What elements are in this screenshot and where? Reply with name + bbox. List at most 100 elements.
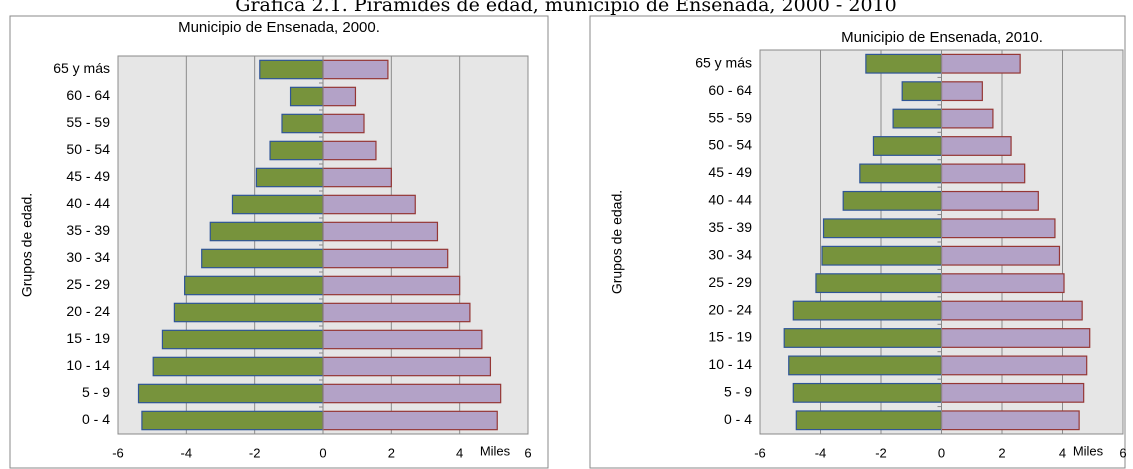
- bar: [940, 190, 1039, 211]
- bar: [322, 356, 492, 377]
- y-tick-label: 40 - 44: [708, 192, 752, 208]
- y-tick-label: 20 - 24: [708, 301, 752, 317]
- y-tick-label: 5 - 9: [82, 384, 110, 400]
- x-tick-label: -2: [875, 445, 887, 460]
- y-tick-label: 60 - 64: [66, 87, 110, 103]
- y-axis-label: Grupos de edad.: [609, 190, 625, 294]
- bar: [322, 383, 502, 404]
- y-tick-label: 60 - 64: [708, 82, 752, 98]
- bar: [184, 275, 324, 296]
- y-tick-label: 65 y más: [53, 60, 110, 76]
- bar: [792, 300, 943, 321]
- bar: [940, 218, 1056, 239]
- chart-title: Municipio de Ensenada, 2000.: [178, 19, 380, 36]
- bar: [821, 245, 943, 266]
- bar: [788, 355, 943, 376]
- y-tick-label: 10 - 14: [66, 357, 110, 373]
- y-tick-label: 30 - 34: [708, 246, 752, 262]
- bar: [152, 356, 324, 377]
- y-tick-label: 45 - 49: [708, 164, 752, 180]
- bar: [940, 382, 1085, 403]
- bar: [173, 302, 324, 323]
- bar: [161, 329, 324, 350]
- bar: [892, 108, 943, 129]
- bar: [322, 275, 461, 296]
- y-tick-label: 15 - 19: [708, 329, 752, 345]
- y-tick-label: 65 y más: [695, 54, 752, 70]
- bar: [815, 273, 943, 294]
- y-tick-label: 10 - 14: [708, 356, 752, 372]
- bar: [940, 245, 1061, 266]
- bar: [901, 81, 943, 102]
- bar: [859, 163, 943, 184]
- y-tick-label: 0 - 4: [82, 411, 110, 427]
- y-tick-label: 55 - 59: [66, 114, 110, 130]
- bar: [940, 300, 1083, 321]
- bar: [322, 167, 392, 188]
- bar: [940, 273, 1065, 294]
- x-tick-label: -4: [181, 445, 193, 460]
- x-tick-label: 4: [456, 445, 463, 460]
- bar: [795, 410, 943, 431]
- y-tick-label: 35 - 39: [708, 219, 752, 235]
- bar: [255, 167, 324, 188]
- bar: [231, 194, 324, 215]
- x-tick-label: -2: [249, 445, 261, 460]
- y-tick-label: 40 - 44: [66, 195, 110, 211]
- bar: [322, 86, 357, 107]
- x-tick-label: -4: [815, 445, 827, 460]
- y-tick-label: 25 - 29: [66, 276, 110, 292]
- bar: [940, 81, 983, 102]
- y-tick-label: 0 - 4: [724, 411, 752, 427]
- y-axis-label: Grupos de edad.: [19, 193, 35, 297]
- bar: [792, 382, 943, 403]
- bar: [940, 328, 1091, 348]
- y-tick-label: 20 - 24: [66, 303, 110, 319]
- bar: [865, 53, 943, 74]
- bar: [322, 329, 483, 350]
- bar: [822, 218, 943, 239]
- bar: [322, 194, 416, 215]
- bar: [209, 221, 324, 242]
- y-tick-label: 5 - 9: [724, 384, 752, 400]
- y-tick-label: 50 - 54: [66, 141, 110, 157]
- bar: [322, 410, 498, 431]
- bar: [940, 163, 1026, 184]
- chart-title: Municipio de Ensenada, 2010.: [841, 29, 1043, 46]
- bar: [940, 53, 1021, 74]
- bar: [137, 383, 324, 404]
- y-tick-label: 55 - 59: [708, 109, 752, 125]
- x-tick-label: 6: [524, 445, 531, 460]
- bar: [281, 113, 324, 134]
- x-tick-label: 6: [1119, 445, 1126, 460]
- bar: [201, 248, 324, 269]
- bar: [322, 302, 471, 323]
- x-tick-label: 2: [998, 445, 1005, 460]
- x-axis-label: Miles: [1073, 443, 1104, 458]
- y-tick-label: 30 - 34: [66, 249, 110, 265]
- x-axis-label: Miles: [480, 443, 511, 458]
- y-tick-label: 25 - 29: [708, 274, 752, 290]
- x-tick-label: -6: [754, 445, 766, 460]
- y-tick-label: 35 - 39: [66, 222, 110, 238]
- x-tick-label: 0: [319, 445, 326, 460]
- bar: [940, 108, 994, 129]
- bar: [322, 140, 377, 161]
- bar: [259, 59, 324, 80]
- bar: [940, 136, 1012, 156]
- bar: [289, 86, 324, 107]
- bar: [322, 59, 389, 80]
- y-tick-label: 45 - 49: [66, 168, 110, 184]
- bar: [940, 410, 1080, 431]
- y-tick-label: 50 - 54: [708, 137, 752, 153]
- bar: [940, 355, 1088, 376]
- bar: [269, 140, 324, 161]
- page-title: Gráfica 2.1. Pirámides de edad, municipi…: [235, 0, 896, 16]
- x-tick-label: 0: [938, 445, 945, 460]
- bar: [322, 248, 449, 269]
- bar: [322, 113, 365, 134]
- bar: [842, 190, 943, 211]
- y-tick-label: 15 - 19: [66, 330, 110, 346]
- bar: [872, 136, 943, 156]
